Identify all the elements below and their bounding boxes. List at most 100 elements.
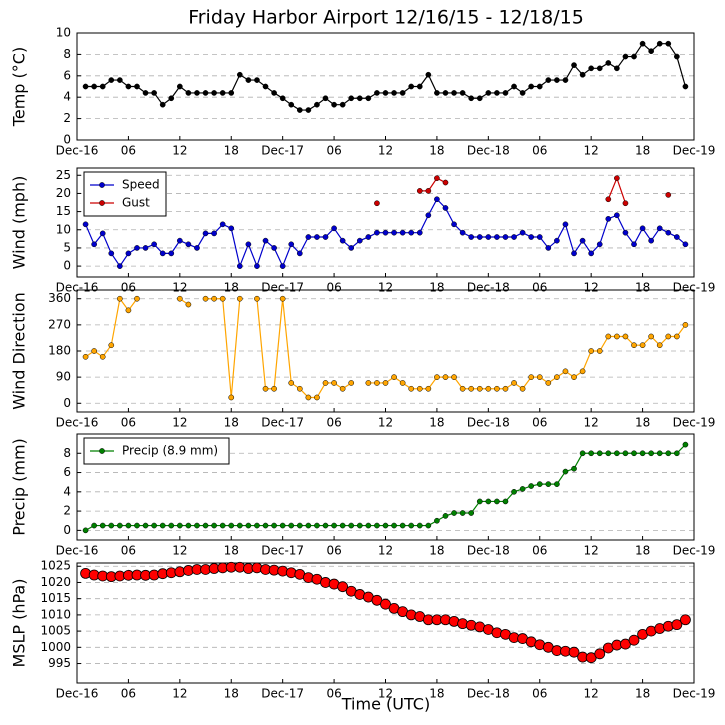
data-point [271, 522, 277, 529]
data-point [562, 221, 569, 228]
data-point [271, 90, 277, 96]
data-point [468, 385, 475, 392]
y-tick-label: 0 [63, 133, 71, 147]
data-point [459, 90, 466, 96]
y-tick-label: 180 [48, 344, 71, 358]
data-point [339, 385, 346, 392]
x-tick-label: Dec-17 [261, 544, 304, 558]
data-point [545, 77, 552, 83]
x-tick-label: 12 [584, 416, 599, 430]
data-point [254, 522, 260, 529]
y-axis-label: Temp (°C) [10, 47, 29, 127]
data-point [554, 237, 560, 244]
data-point [108, 77, 115, 83]
data-point [382, 522, 389, 529]
data-point [99, 522, 106, 529]
data-point [125, 307, 132, 314]
data-point [331, 380, 337, 386]
data-point [425, 522, 432, 529]
data-point [116, 263, 123, 269]
data-point [511, 83, 517, 90]
data-point [151, 241, 157, 248]
data-point [288, 522, 295, 529]
data-point [614, 212, 620, 219]
data-point [99, 353, 106, 360]
x-tick-label: 06 [532, 144, 547, 158]
data-point [494, 498, 500, 505]
data-point [656, 40, 663, 47]
series-line [85, 42, 687, 111]
data-point [605, 333, 612, 340]
data-point [331, 101, 337, 108]
data-point [502, 385, 509, 392]
data-point [348, 245, 355, 251]
data-point [631, 53, 637, 60]
data-point [568, 646, 580, 658]
data-point [176, 237, 183, 244]
data-point [391, 374, 397, 380]
data-point [245, 241, 252, 248]
data-point [494, 90, 500, 96]
data-point [219, 90, 226, 96]
data-point [605, 196, 612, 203]
data-point [502, 90, 509, 96]
y-tick-label: 995 [48, 656, 71, 670]
plot-frame [76, 289, 695, 413]
data-point [365, 234, 372, 240]
data-point [622, 200, 629, 207]
x-tick-label: 18 [635, 144, 650, 158]
data-point [528, 483, 535, 489]
data-point [665, 450, 672, 457]
data-point [536, 481, 543, 487]
y-tick-label: 6 [63, 465, 71, 479]
x-tick-label: 18 [224, 687, 239, 701]
x-tick-label: Dec-16 [56, 281, 99, 295]
data-point [228, 522, 235, 529]
x-tick-label: 06 [326, 281, 341, 295]
data-point [279, 263, 286, 269]
y-axis-label: Precip (mm) [10, 438, 29, 536]
data-point [322, 234, 329, 240]
data-point [682, 441, 689, 448]
data-point [314, 234, 320, 240]
y-tick-label: 5 [63, 240, 71, 254]
y-tick-label: 6 [63, 68, 71, 82]
data-point [639, 342, 646, 349]
data-point [476, 385, 483, 392]
data-point [596, 348, 603, 354]
data-point [605, 216, 612, 222]
data-point [194, 90, 200, 96]
x-tick-label: Dec-18 [467, 544, 510, 558]
x-tick-label: 06 [326, 544, 341, 558]
data-point [262, 83, 269, 90]
data-point [168, 250, 175, 257]
data-point [631, 342, 637, 349]
data-point [425, 385, 432, 392]
data-point [528, 374, 535, 380]
data-point [442, 513, 449, 519]
data-point [596, 65, 603, 72]
x-tick-label: Dec-16 [56, 687, 99, 701]
data-point [228, 225, 235, 232]
data-point [296, 522, 303, 529]
data-point [116, 295, 123, 302]
x-tick-label: 06 [326, 144, 341, 158]
data-point [408, 83, 415, 90]
data-point [339, 237, 346, 244]
data-point [194, 522, 200, 529]
data-point [339, 522, 346, 529]
data-point [374, 522, 380, 529]
data-point [442, 179, 449, 186]
data-point [279, 95, 286, 102]
data-point [571, 465, 577, 472]
data-point [528, 83, 535, 90]
data-point [425, 188, 432, 194]
data-point [571, 62, 577, 68]
x-tick-label: Dec-19 [673, 544, 716, 558]
y-tick-label: 4 [63, 484, 71, 498]
legend-label: Precip (8.9 mm) [122, 444, 218, 458]
data-point [365, 380, 372, 386]
data-point [519, 229, 526, 236]
data-point [82, 527, 89, 534]
data-point [168, 95, 175, 102]
